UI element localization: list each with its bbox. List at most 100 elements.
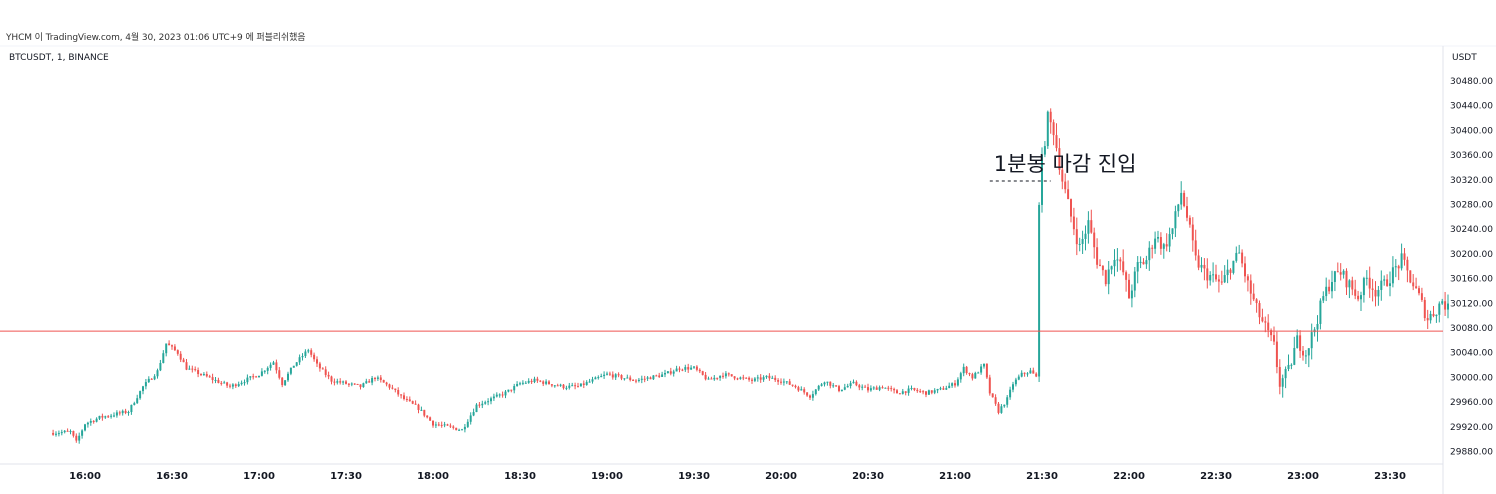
candle-body	[1255, 299, 1258, 304]
candle-body	[1316, 323, 1319, 330]
candle-body	[217, 379, 220, 383]
candle-body	[536, 378, 539, 381]
candle-body	[490, 398, 492, 402]
candle-body	[916, 389, 919, 392]
price-tick-label: 30280.00	[1450, 201, 1493, 211]
candle-body	[559, 384, 562, 386]
candle-body	[1087, 220, 1090, 234]
candle-body	[255, 376, 258, 378]
candle-body	[600, 376, 603, 378]
candle-body	[176, 350, 179, 354]
candle-body	[1348, 280, 1351, 288]
price-tick-label: 30080.00	[1450, 324, 1493, 334]
candle-body	[556, 385, 559, 387]
candle-body	[1447, 303, 1449, 310]
candle-body	[1342, 270, 1345, 275]
candle-body	[214, 379, 217, 381]
candle-body	[1145, 260, 1148, 265]
candle-body	[159, 362, 162, 371]
candle-body	[81, 430, 84, 436]
candle-body	[136, 398, 139, 404]
candle-body	[785, 381, 788, 383]
candle-body	[179, 353, 182, 360]
candle-body	[1284, 368, 1287, 379]
candle-body	[272, 362, 275, 365]
candle-body	[321, 368, 324, 370]
candle-body	[495, 394, 498, 397]
candle-body	[1299, 335, 1302, 351]
candle-body	[550, 384, 553, 386]
candle-body	[591, 379, 594, 382]
candle-body	[1070, 199, 1072, 217]
candle-body	[92, 421, 95, 423]
candle-body	[756, 377, 759, 379]
candle-body	[803, 389, 806, 393]
candle-body	[951, 383, 954, 386]
candle-body	[780, 381, 782, 383]
candle-body	[115, 412, 118, 416]
candle-body	[542, 381, 545, 384]
candle-body	[794, 385, 797, 388]
candle-body	[1009, 389, 1012, 398]
candle-body	[113, 415, 115, 417]
candle-body	[1142, 261, 1145, 265]
candle-body	[437, 424, 440, 426]
candle-body	[504, 391, 507, 396]
candle-body	[954, 383, 956, 386]
price-tick-label: 30440.00	[1450, 102, 1493, 112]
candle-body	[237, 384, 240, 387]
time-tick-label: 20:00	[765, 471, 797, 482]
price-tick-label: 30000.00	[1450, 373, 1493, 383]
candle-body	[1136, 262, 1139, 272]
candle-body	[620, 375, 623, 379]
time-tick-label: 23:00	[1287, 471, 1319, 482]
candle-body	[127, 412, 130, 414]
candle-body	[220, 382, 223, 384]
candle-body	[577, 386, 579, 388]
candle-body	[933, 390, 936, 393]
candle-body	[1072, 216, 1075, 230]
candle-body	[1360, 295, 1362, 300]
candle-body	[959, 373, 962, 380]
candle-body	[78, 435, 81, 441]
candle-body	[469, 415, 472, 422]
candle-body	[994, 397, 997, 404]
candle-body	[655, 375, 658, 377]
candle-body	[930, 390, 933, 393]
candle-body	[397, 389, 400, 395]
candle-body	[153, 376, 156, 380]
time-tick-label: 18:00	[417, 471, 449, 482]
price-tick-label: 30480.00	[1450, 77, 1493, 87]
candle-body	[1336, 271, 1339, 273]
candle-body	[301, 356, 304, 358]
candle-body	[1046, 111, 1049, 147]
candle-body	[716, 377, 719, 379]
candle-body	[1394, 266, 1397, 268]
candle-body	[1246, 276, 1249, 281]
candle-body	[1183, 192, 1186, 207]
candle-body	[426, 415, 429, 418]
candle-body	[1420, 293, 1423, 300]
price-tick-label: 30160.00	[1450, 275, 1493, 285]
candle-body	[365, 381, 368, 384]
candle-body	[1133, 271, 1136, 291]
candle-body	[336, 381, 339, 383]
candle-body	[739, 377, 742, 379]
candle-body	[1075, 229, 1078, 245]
candle-body	[1238, 252, 1241, 254]
candle-body	[1188, 217, 1191, 225]
candle-body	[1148, 247, 1151, 261]
candle-body	[582, 383, 585, 385]
candle-body	[411, 401, 414, 404]
candle-body	[867, 387, 869, 391]
price-tick-label: 30120.00	[1450, 299, 1493, 309]
candle-body	[579, 383, 582, 387]
candle-body	[637, 379, 640, 382]
candle-body	[423, 409, 426, 416]
candle-body	[603, 374, 606, 377]
candle-body	[368, 381, 371, 383]
candle-body	[820, 384, 823, 386]
candle-body	[759, 377, 762, 380]
candle-body	[1362, 278, 1365, 296]
